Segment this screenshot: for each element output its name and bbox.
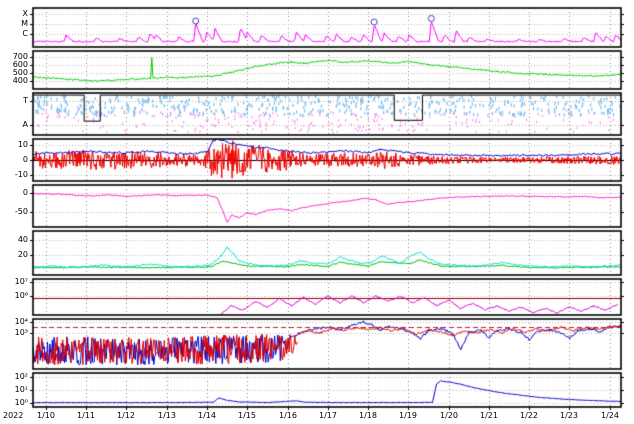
space-weather-multi-panel-chart: 2022 X M C 700 600 500 400 T A 10 0 -10 0 -50 40 20 10⁷ 1…: [0, 0, 634, 424]
chart-canvas: [0, 0, 634, 424]
